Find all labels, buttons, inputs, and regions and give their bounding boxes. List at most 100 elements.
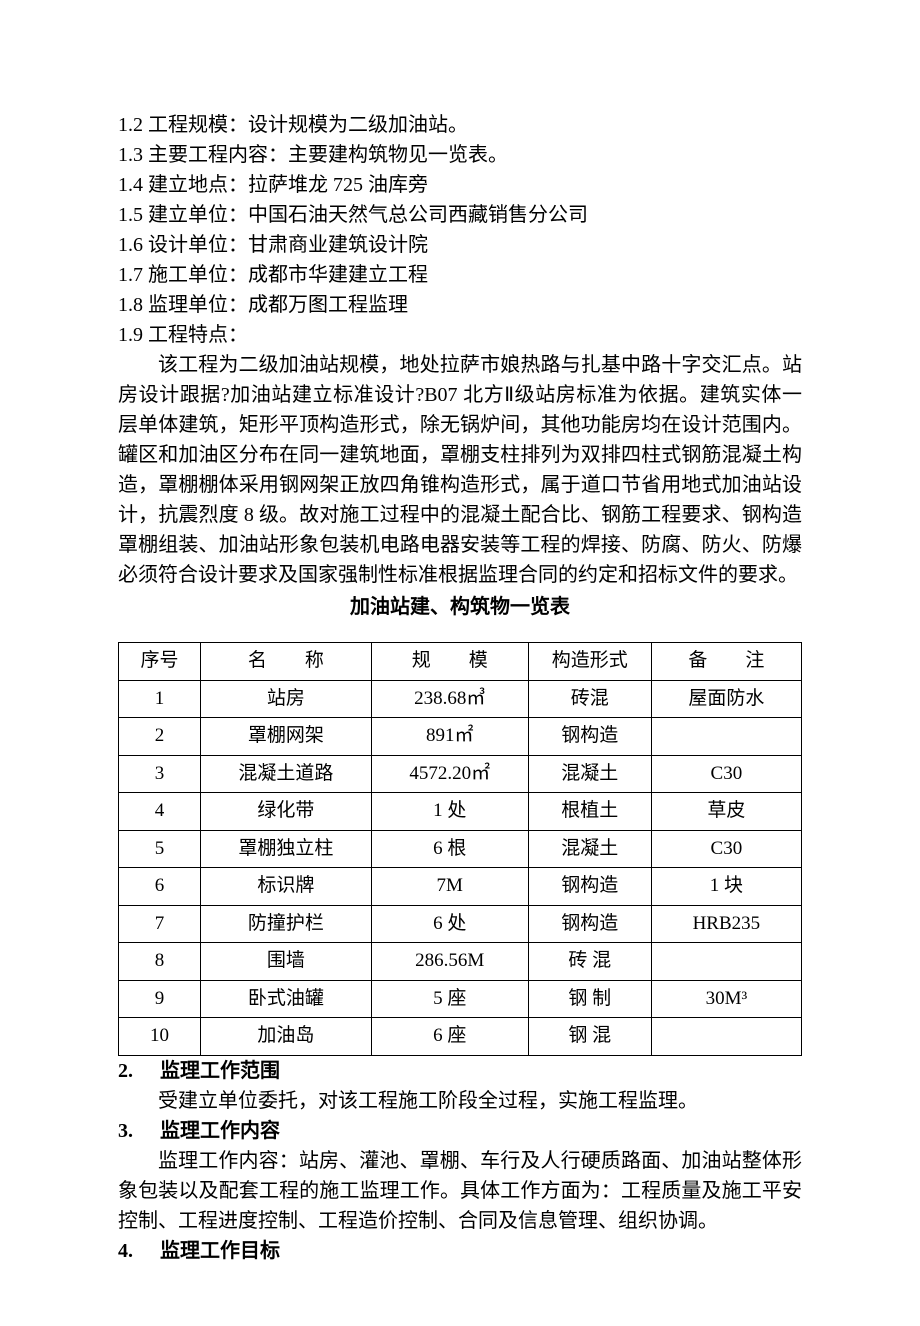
td-name: 站房 [200,680,371,718]
td-form: 钢构造 [528,868,651,906]
table-row: 4绿化带1 处根植土草皮 [119,793,802,831]
td-form: 钢构造 [528,718,651,756]
item-text: 设计规模为二级加油站。 [248,114,468,136]
section-title: 监理工作目标 [160,1240,280,1262]
td-scale: 7M [371,868,528,906]
td-seq: 9 [119,980,201,1018]
item-num: 1.7 [118,264,143,286]
td-note [651,943,801,981]
td-name: 加油岛 [200,1018,371,1056]
item-num: 1.6 [118,234,143,256]
td-form: 砖 混 [528,943,651,981]
item-num: 1.3 [118,144,143,166]
item-num: 1.2 [118,114,143,136]
td-seq: 8 [119,943,201,981]
section-num: 2. [118,1056,160,1086]
table-row: 1站房238.68㎥砖混屋面防水 [119,680,802,718]
td-scale: 5 座 [371,980,528,1018]
td-seq: 4 [119,793,201,831]
table-row: 7防撞护栏6 处钢构造HRB235 [119,905,802,943]
th-note: 备 注 [651,643,801,681]
td-scale: 6 座 [371,1018,528,1056]
table-row: 9卧式油罐5 座钢 制30M³ [119,980,802,1018]
td-name: 标识牌 [200,868,371,906]
td-note: 30M³ [651,980,801,1018]
td-scale: 286.56M [371,943,528,981]
td-name: 罩棚网架 [200,718,371,756]
item-text: 主要建构筑物见一览表。 [288,144,508,166]
section-2-heading: 2.监理工作范围 [118,1056,802,1086]
item-text: 成都市华建建立工程 [248,264,428,286]
td-seq: 6 [119,868,201,906]
td-seq: 7 [119,905,201,943]
table-row: 10加油岛6 座钢 混 [119,1018,802,1056]
table-header-row: 序号 名 称 规 模 构造形式 备 注 [119,643,802,681]
th-scale: 规 模 [371,643,528,681]
section-title: 监理工作范围 [160,1060,280,1082]
item-1-6: 1.6 设计单位：甘肃商业建筑设计院 [118,230,802,260]
th-name: 名 称 [200,643,371,681]
td-note: 屋面防水 [651,680,801,718]
structures-table: 序号 名 称 规 模 构造形式 备 注 1站房238.68㎥砖混屋面防水2罩棚网… [118,642,802,1056]
table-row: 6标识牌7M钢构造1 块 [119,868,802,906]
item-1-4: 1.4 建立地点：拉萨堆龙 725 油库旁 [118,170,802,200]
td-note [651,718,801,756]
td-name: 围墙 [200,943,371,981]
item-text: 成都万图工程监理 [248,294,408,316]
td-seq: 10 [119,1018,201,1056]
td-name: 绿化带 [200,793,371,831]
td-scale: 6 处 [371,905,528,943]
item-label: 施工单位： [148,264,248,286]
td-scale: 4572.20㎡ [371,755,528,793]
table-row: 5罩棚独立柱6 根混凝土C30 [119,830,802,868]
item-1-8: 1.8 监理单位：成都万图工程监理 [118,290,802,320]
td-scale: 1 处 [371,793,528,831]
th-form: 构造形式 [528,643,651,681]
item-1-7: 1.7 施工单位：成都市华建建立工程 [118,260,802,290]
item-text: 甘肃商业建筑设计院 [248,234,428,256]
item-1-2: 1.2 工程规模：设计规模为二级加油站。 [118,110,802,140]
feature-paragraph: 该工程为二级加油站规模，地处拉萨市娘热路与扎基中路十字交汇点。站房设计跟据?加油… [118,350,802,590]
td-name: 混凝土道路 [200,755,371,793]
td-scale: 6 根 [371,830,528,868]
item-1-5: 1.5 建立单位：中国石油天然气总公司西藏销售分公司 [118,200,802,230]
section-2-body: 受建立单位委托，对该工程施工阶段全过程，实施工程监理。 [118,1086,802,1116]
item-num: 1.8 [118,294,143,316]
td-form: 砖混 [528,680,651,718]
item-label: 监理单位： [148,294,248,316]
section-num: 3. [118,1116,160,1146]
td-note: C30 [651,830,801,868]
td-form: 钢 制 [528,980,651,1018]
td-note: 1 块 [651,868,801,906]
td-name: 防撞护栏 [200,905,371,943]
td-name: 罩棚独立柱 [200,830,371,868]
item-1-3: 1.3 主要工程内容：主要建构筑物见一览表。 [118,140,802,170]
td-form: 钢 混 [528,1018,651,1056]
section-4-heading: 4.监理工作目标 [118,1236,802,1266]
td-form: 混凝土 [528,755,651,793]
td-form: 混凝土 [528,830,651,868]
item-num: 1.4 [118,174,143,196]
td-seq: 5 [119,830,201,868]
item-label: 建立地点： [148,174,248,196]
table-body: 1站房238.68㎥砖混屋面防水2罩棚网架891㎡钢构造3混凝土道路4572.2… [119,680,802,1055]
td-note [651,1018,801,1056]
table-title: 加油站建、构筑物一览表 [118,592,802,622]
table-row: 3混凝土道路4572.20㎡混凝土C30 [119,755,802,793]
td-seq: 3 [119,755,201,793]
document-page: 1.2 工程规模：设计规模为二级加油站。 1.3 主要工程内容：主要建构筑物见一… [0,0,920,1326]
td-seq: 2 [119,718,201,756]
section-title: 监理工作内容 [160,1120,280,1142]
td-scale: 891㎡ [371,718,528,756]
section-3-body: 监理工作内容：站房、灌池、罩棚、车行及人行硬质路面、加油站整体形象包装以及配套工… [118,1146,802,1236]
th-seq: 序号 [119,643,201,681]
table-row: 2罩棚网架891㎡钢构造 [119,718,802,756]
item-1-9: 1.9 工程特点： [118,320,802,350]
td-note: HRB235 [651,905,801,943]
item-label: 主要工程内容： [148,144,288,166]
td-note: C30 [651,755,801,793]
section-3-heading: 3.监理工作内容 [118,1116,802,1146]
td-name: 卧式油罐 [200,980,371,1018]
item-label: 工程特点： [148,324,248,346]
table-row: 8围墙286.56M砖 混 [119,943,802,981]
